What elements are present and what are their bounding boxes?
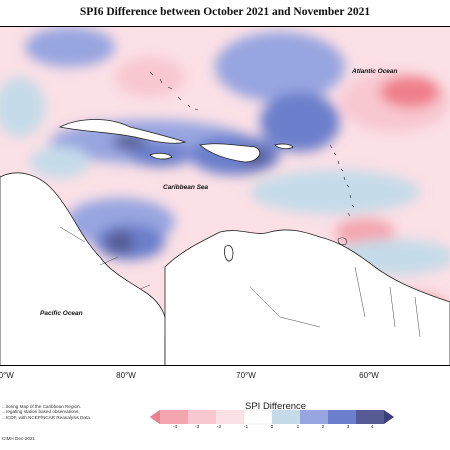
land-masses (0, 119, 450, 365)
legend-tick: -3 (194, 425, 200, 430)
longitude-tick-60w: 60°W (359, 371, 379, 380)
footer-note-line: ...regating station based observations, (2, 409, 80, 415)
central-america-land (0, 172, 167, 365)
label-caribbean-sea: Caribbean Sea (163, 184, 209, 191)
puerto-rico-land (274, 143, 294, 150)
legend-title: SPI Difference (245, 401, 307, 412)
legend-colorbar (150, 409, 394, 425)
legend-swatch (356, 410, 384, 424)
legend-tick: -1 (243, 425, 249, 430)
legend-tick: 2 (321, 425, 325, 430)
footer-note: ...itoring Map of the Caribbean Region. … (2, 404, 117, 420)
legend-swatch (328, 410, 356, 424)
anomaly-northwest-blue (25, 27, 115, 67)
country-borders (59, 226, 421, 338)
label-pacific-ocean: Pacific Ocean (40, 310, 83, 317)
small-islands (149, 71, 355, 246)
footer-note-line: ...ICDF, with NCEP/NCAR Reanalysis Data. (2, 414, 92, 420)
anomaly-atlantic-red (380, 76, 440, 108)
credit-text: CIMH Dec-2021 (2, 436, 35, 441)
legend-tick: -2 (216, 425, 222, 430)
anomaly-nicaragua-deep (106, 230, 134, 254)
hispaniola-land (199, 143, 261, 163)
map-canvas: Atlantic Ocean Caribbean Sea Pacific Oce… (0, 27, 450, 365)
anomaly-north-deep (260, 92, 340, 152)
south-america-land (164, 229, 450, 365)
legend-swatch (272, 410, 300, 424)
legend-tick: 0 (270, 425, 274, 430)
legend-tick: 4 (370, 425, 374, 430)
map-frame: Atlantic Ocean Caribbean Sea Pacific Oce… (0, 26, 450, 366)
maracaibo-lake (224, 244, 234, 262)
label-atlantic-ocean: Atlantic Ocean (351, 68, 398, 75)
legend-arrow-low (150, 409, 161, 425)
legend-tick: 3 (346, 425, 350, 430)
footer-note-line: ...itoring Map of the Caribbean Region. (2, 404, 81, 409)
legend-swatch (160, 410, 188, 424)
bahamas-islands (149, 71, 199, 111)
legend-tick: 1 (296, 425, 300, 430)
longitude-tick-80w: 80°W (116, 371, 136, 380)
legend-swatch (216, 410, 244, 424)
longitude-tick-70w: 70°W (236, 371, 256, 380)
lesser-antilles-islands (329, 144, 355, 217)
map-title: SPI6 Difference between October 2021 and… (79, 6, 371, 18)
anomaly-east-pale (250, 170, 420, 214)
longitude-tick-90w: 90°W (0, 371, 14, 380)
anomaly-mexico-pale (0, 77, 45, 137)
cuba-land (58, 119, 187, 144)
jamaica-land (149, 152, 173, 160)
anomaly-gulf-pink (115, 57, 185, 97)
trinidad-island (337, 237, 347, 246)
legend-tick: -4 (172, 425, 178, 430)
legend-swatch (243, 409, 273, 425)
anomaly-trinidad-pink (335, 218, 395, 246)
anomaly-west-pale (30, 146, 90, 178)
border-lines (59, 226, 421, 338)
legend-arrow-high (384, 410, 394, 424)
legend-swatch (188, 410, 216, 424)
legend-swatch (300, 410, 328, 424)
anomaly-north-blue (215, 32, 345, 102)
